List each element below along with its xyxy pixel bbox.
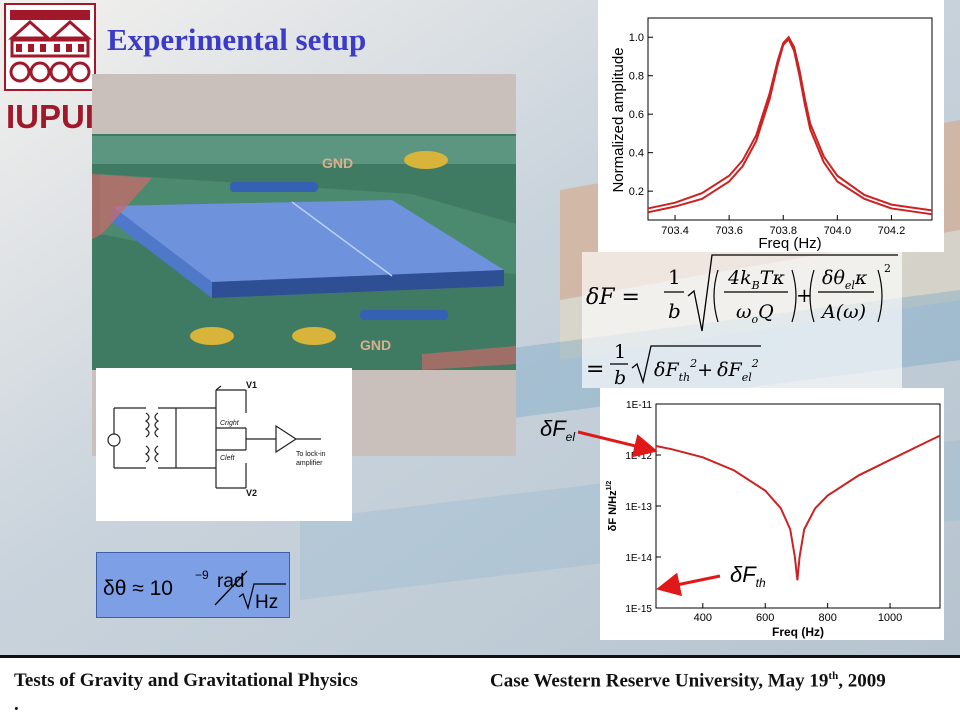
f-th-label: δFth <box>730 562 766 590</box>
resolution-exp: −9 <box>195 568 209 582</box>
formula-plus: + <box>796 283 813 307</box>
formula-line2-num: 1 <box>614 341 626 363</box>
logo-text: IUPUI <box>6 98 94 135</box>
output-label-line2: amplifier <box>296 460 323 467</box>
output-label-line1: To lock-in <box>296 451 326 458</box>
term2-num: δθelκ <box>822 267 868 292</box>
chart1-ytick-label: 0.2 <box>629 186 644 198</box>
slide-title: Experimental setup <box>107 22 367 57</box>
formula-frac-num: 1 <box>668 265 681 289</box>
circuit-diagram: V1 V2 Cright Cleft To lock-in amplifier <box>96 368 352 521</box>
formula-line2-eq: = <box>586 357 604 382</box>
cleft-label: Cleft <box>220 455 235 462</box>
chart2-ylabel: δF N/Hz1/2 <box>606 481 619 532</box>
chart1-xtick-label: 704.2 <box>878 225 906 237</box>
f-th-annotation: δFth <box>656 562 766 597</box>
footer-conference: Tests of Gravity and Gravitational Physi… <box>14 670 358 691</box>
gnd-label-top: GND <box>322 155 353 171</box>
v1-label: V1 <box>246 380 257 390</box>
resonance-chart: 703.4 703.6 703.8 704.0 704.2 0.2 0.4 0.6 0.8 1.0… <box>598 0 944 252</box>
v2-label: V2 <box>246 488 257 498</box>
resolution-unit: rad <box>217 571 244 592</box>
f-el-label: δFel <box>540 416 575 444</box>
iupui-logo: IUPUI <box>4 3 96 135</box>
annotation-layer: δFel <box>540 416 660 586</box>
chart1-ytick-label: 0.8 <box>629 71 644 83</box>
force-noise-formula: δF = 1 b 4kBTκ ωoQ + δθelκ A(ω) 2 = 1 b … <box>582 252 902 388</box>
cright-label: Cright <box>220 420 240 427</box>
chart2-ytick-label: 1E-11 <box>626 400 652 411</box>
footer-venue-sup: th <box>828 670 839 682</box>
angular-resolution-formula: δθ ≈ 10 −9 rad Hz <box>103 568 286 613</box>
chart2-ytick-label: 1E-13 <box>625 502 652 513</box>
formula-line2-den: b <box>614 367 626 388</box>
resolution-lhs: δθ ≈ 10 <box>103 577 173 600</box>
chart1-ytick-label: 0.4 <box>629 148 644 160</box>
term1-num: 4kBTκ <box>727 267 785 292</box>
chart1-xtick-label: 703.6 <box>715 225 743 237</box>
angular-resolution-box: δθ ≈ 10 −9 rad Hz <box>96 552 290 618</box>
term2-square: 2 <box>884 262 891 275</box>
chart1-xtick-label: 704.0 <box>824 225 852 237</box>
chart1-series-line-2 <box>647 37 933 216</box>
chart2-xtick-label: 1000 <box>878 612 902 624</box>
chart1-series-line-1 <box>647 35 933 212</box>
f-th-arrow-line <box>656 572 721 597</box>
footer-venue: Case Western Reserve University, May 19t… <box>490 670 886 692</box>
formula-lhs: δF = <box>586 285 640 310</box>
term2-den: A(ω) <box>820 301 866 323</box>
footer-dot: . <box>14 694 19 715</box>
chart1-ytick-label: 1.0 <box>629 32 644 44</box>
chart2-ytick-label: 1E-14 <box>625 553 652 564</box>
f-el-arrow <box>577 430 658 458</box>
footer-venue-year: , 2009 <box>838 670 886 692</box>
footer-venue-main: Case Western Reserve University, May 19 <box>490 670 829 692</box>
chart1-ytick-label: 0.6 <box>629 109 644 121</box>
chart1-xlabel: Freq (Hz) <box>758 235 821 252</box>
chart1-xtick-label: 703.4 <box>661 225 689 237</box>
chart2-xtick-label: 600 <box>756 612 774 624</box>
formula-frac-den: b <box>668 299 681 323</box>
gnd-label-bottom: GND <box>360 337 391 353</box>
formula-line2-terms: δFth2+ δFel2 <box>654 357 759 384</box>
resolution-denom: Hz <box>255 592 278 613</box>
chart2-xtick-label: 800 <box>818 612 836 624</box>
term1-den: ωoQ <box>736 301 774 326</box>
chart1-xtick-label: 703.8 <box>769 225 797 237</box>
chart1-ylabel: Normalized amplitude <box>610 47 627 192</box>
footer-divider <box>0 655 960 658</box>
chart2-ytick-label: 1E-15 <box>625 604 652 615</box>
chart2-xlabel: Freq (Hz) <box>772 625 824 639</box>
chart2-xtick-label: 400 <box>694 612 712 624</box>
chart2-series-line-1 <box>655 434 941 581</box>
